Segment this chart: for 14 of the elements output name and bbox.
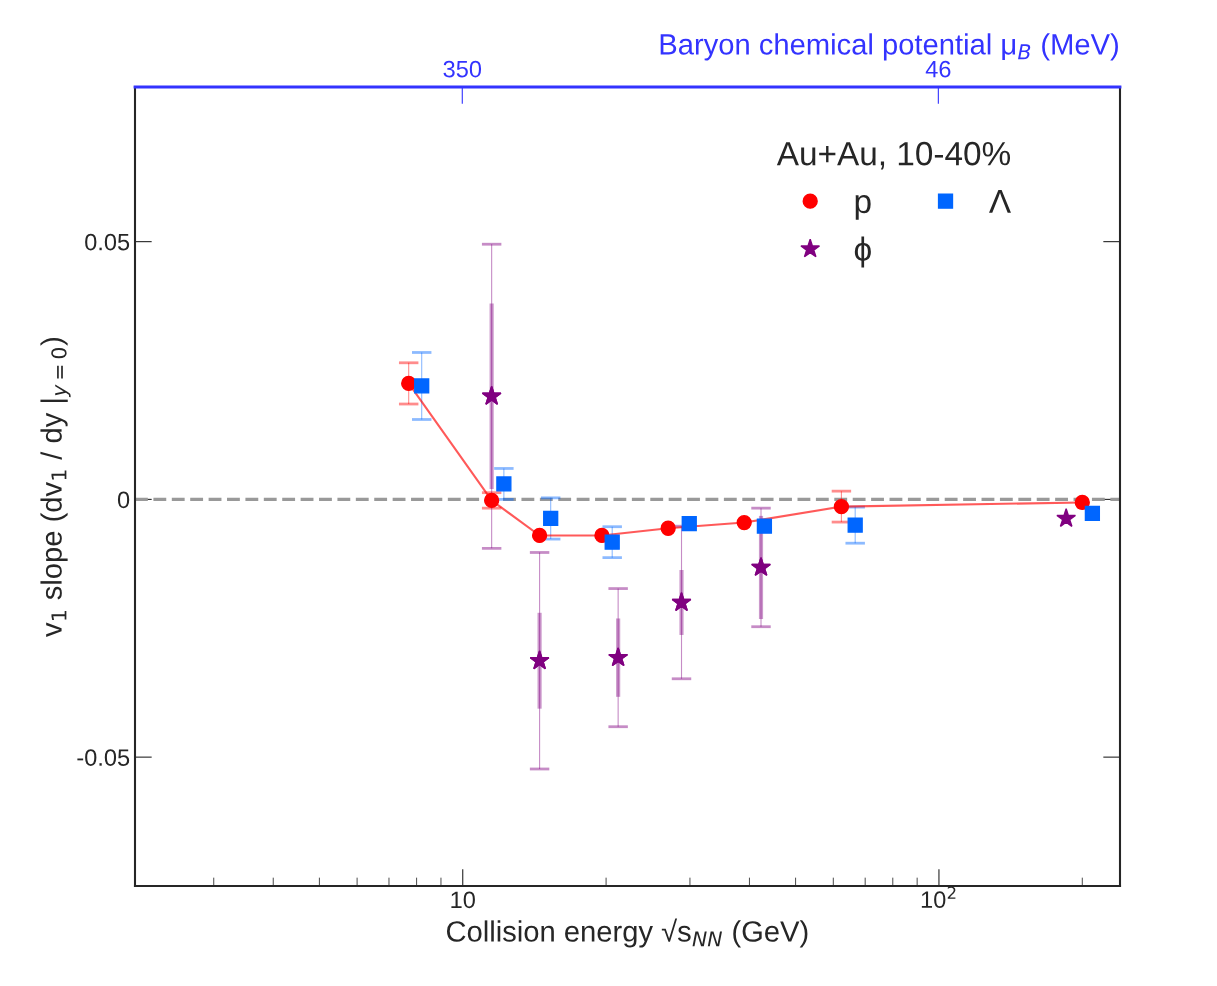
x-axis-title: Collision energy √s$_{NN}$ (GeV) <box>446 918 808 948</box>
x-tick-label: 10$^{2}$ <box>921 886 956 909</box>
x-tick-label: 10 <box>451 891 475 909</box>
x2-tick-label: 350 <box>443 60 482 78</box>
x2-axis-title: Baryon chemical potential μ$_{B}$ (MeV) <box>660 33 1118 61</box>
legend-label: p <box>855 194 871 220</box>
y-tick-label: -0.05 <box>77 749 130 766</box>
x2-tick-label: 46 <box>925 60 951 78</box>
y-tick-label: 0.05 <box>85 233 130 251</box>
legend-title: Au+Au, 10-40% <box>776 141 1011 170</box>
legend-label: Λ <box>989 189 1011 213</box>
legend-label: ϕ <box>854 236 871 268</box>
y-axis-title: v$_{1}$ slope (dv$_{1}$ / dy |$_{y=0}$) <box>40 337 71 637</box>
y-tick-label: 0 <box>117 491 130 509</box>
